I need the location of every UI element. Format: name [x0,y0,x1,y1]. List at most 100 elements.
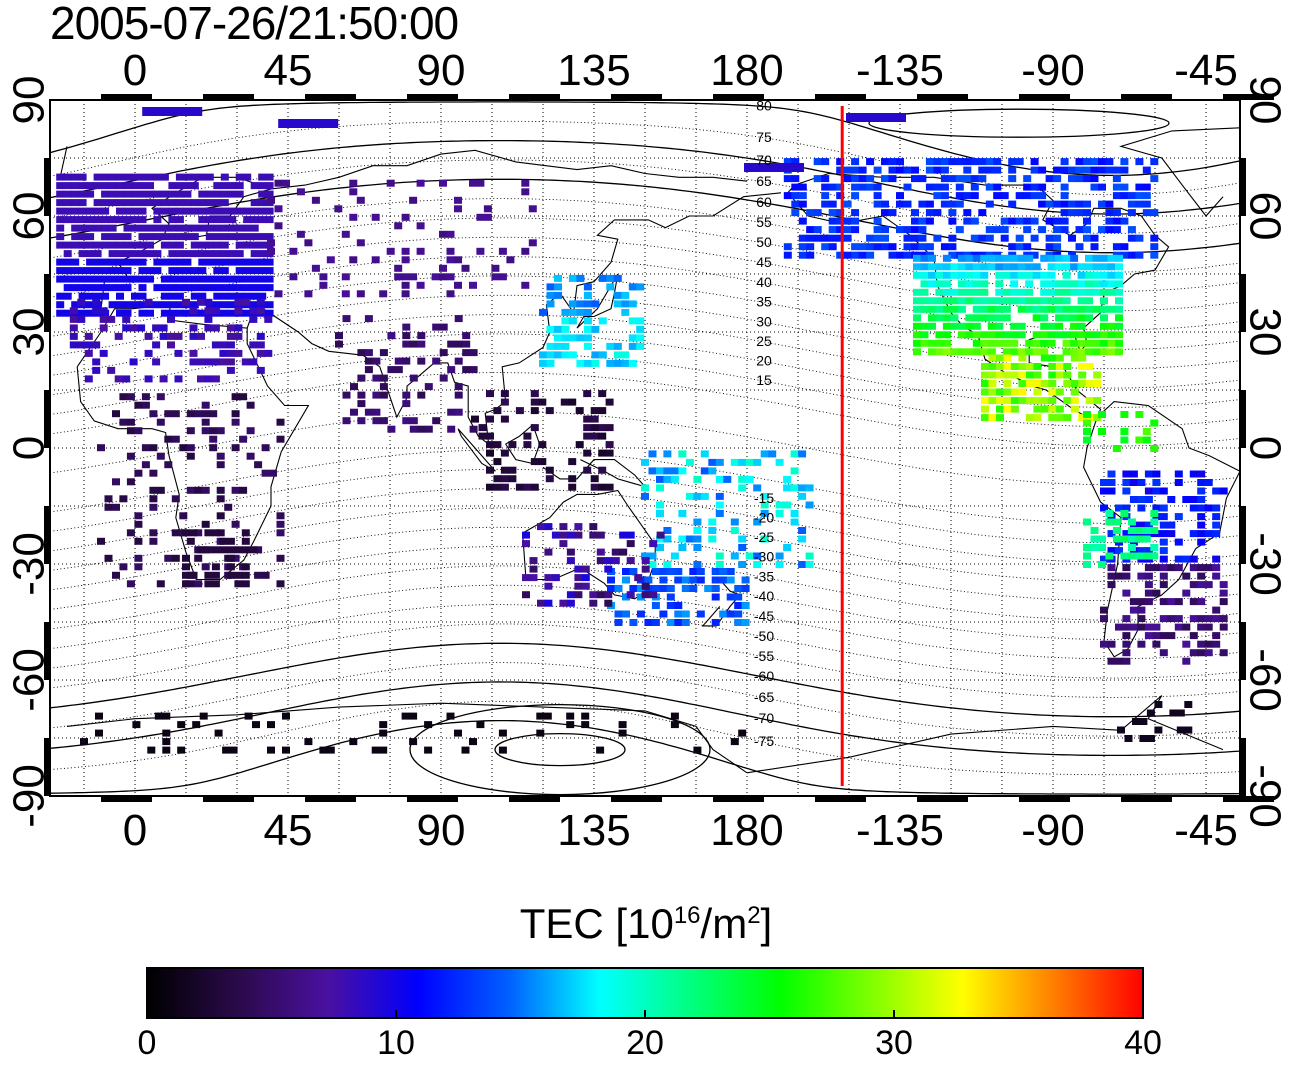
tec-cell [1137,572,1146,580]
tec-cell [189,529,198,537]
contour-label: 15 [756,372,772,388]
tec-cell [1078,354,1087,362]
tec-cell [993,166,1002,174]
tec-cell [1212,572,1221,580]
tec-cell [123,216,132,224]
tec-cell [1047,297,1056,305]
tec-cell [177,721,186,729]
tec-cell [1015,243,1024,251]
tec-cell [342,391,351,399]
tec-cell [258,284,267,292]
tec-cell [258,267,267,275]
tec-cell [933,209,942,217]
tec-cell [335,340,343,348]
tec-cell [183,250,192,258]
tec-cell [821,158,830,166]
tec-cell [581,582,590,590]
tec-cell [119,418,128,426]
tec-cell [1010,254,1019,262]
tec-cell [226,563,235,571]
tec-cell [141,393,150,401]
bottom-lon-label: -135 [856,806,944,855]
tec-cell [1197,538,1206,546]
tec-cell [1025,254,1034,262]
tec-cell [1062,331,1071,339]
tec-cell [211,546,220,554]
tec-cell [243,216,252,224]
tec-cell [491,264,500,272]
tec-cell [522,531,530,539]
tec-cell [241,298,250,306]
tec-cell [738,561,747,568]
tec-cell [84,341,93,349]
tec-cell [738,458,747,466]
tec-cell [154,712,163,720]
tec-cell [249,546,258,554]
tec-cell [529,565,538,573]
tec-cell [1092,305,1101,313]
tec-cell [980,331,989,339]
tec-cell [1017,305,1026,313]
tec-cell [734,585,743,592]
tec-cell [866,175,875,183]
tec-cell [1017,331,1026,339]
tec-cell [881,209,889,217]
tec-cell [190,241,199,249]
tec-cell [1085,397,1094,405]
tec-cell [258,233,267,241]
tec-cell [544,548,553,556]
tec-cell [843,226,852,234]
tec-cell [965,263,974,271]
tec-cell [175,292,184,300]
tec-cell [715,552,724,560]
tec-cell [92,358,101,366]
tec-cell [948,158,957,166]
tec-cell [940,192,949,200]
tec-cell [957,254,966,262]
tec-cell [216,461,225,469]
tec-cell [903,251,912,259]
tec-cell [598,274,607,282]
tec-cell [888,175,897,183]
tec-cell [521,179,530,187]
tec-cell [1083,209,1091,217]
tec-cell [1127,209,1136,217]
tec-cell [604,591,613,599]
tec-cell [1045,217,1054,225]
tec-cell [364,349,373,357]
tec-cell [114,375,123,383]
tec-cell [791,200,800,208]
contour-label: -65 [754,689,774,705]
tec-cell [86,267,95,275]
tec-cell [234,571,243,579]
tec-cell [753,561,762,568]
tec-cell [1062,263,1071,271]
tec-cell [521,247,530,255]
tec-cell [182,571,190,579]
tec-cell [138,309,147,317]
tec-cell [1008,166,1017,174]
tec-cell [1030,158,1039,166]
tec-cell [129,324,138,332]
tec-cell [1000,217,1009,225]
tec-cell [261,444,270,452]
tec-cell [239,486,248,494]
tec-cell [235,250,244,258]
tec-cell [153,199,162,207]
tec-cell [454,383,463,391]
tec-cell [670,552,679,560]
tec-cell [1055,405,1064,413]
tec-cell [836,209,845,217]
tec-cell [987,348,996,356]
tec-cell [1120,411,1129,418]
tec-cell [738,535,747,543]
tec-cell [1112,243,1121,251]
tec-cell [1182,589,1191,597]
tec-cell [554,342,562,350]
tec-cell [56,207,65,215]
tec-cell [1017,288,1026,296]
tec-cell [342,315,351,323]
tec-cell [1025,414,1034,422]
tec-cell [543,712,552,720]
tec-cell [568,351,577,359]
